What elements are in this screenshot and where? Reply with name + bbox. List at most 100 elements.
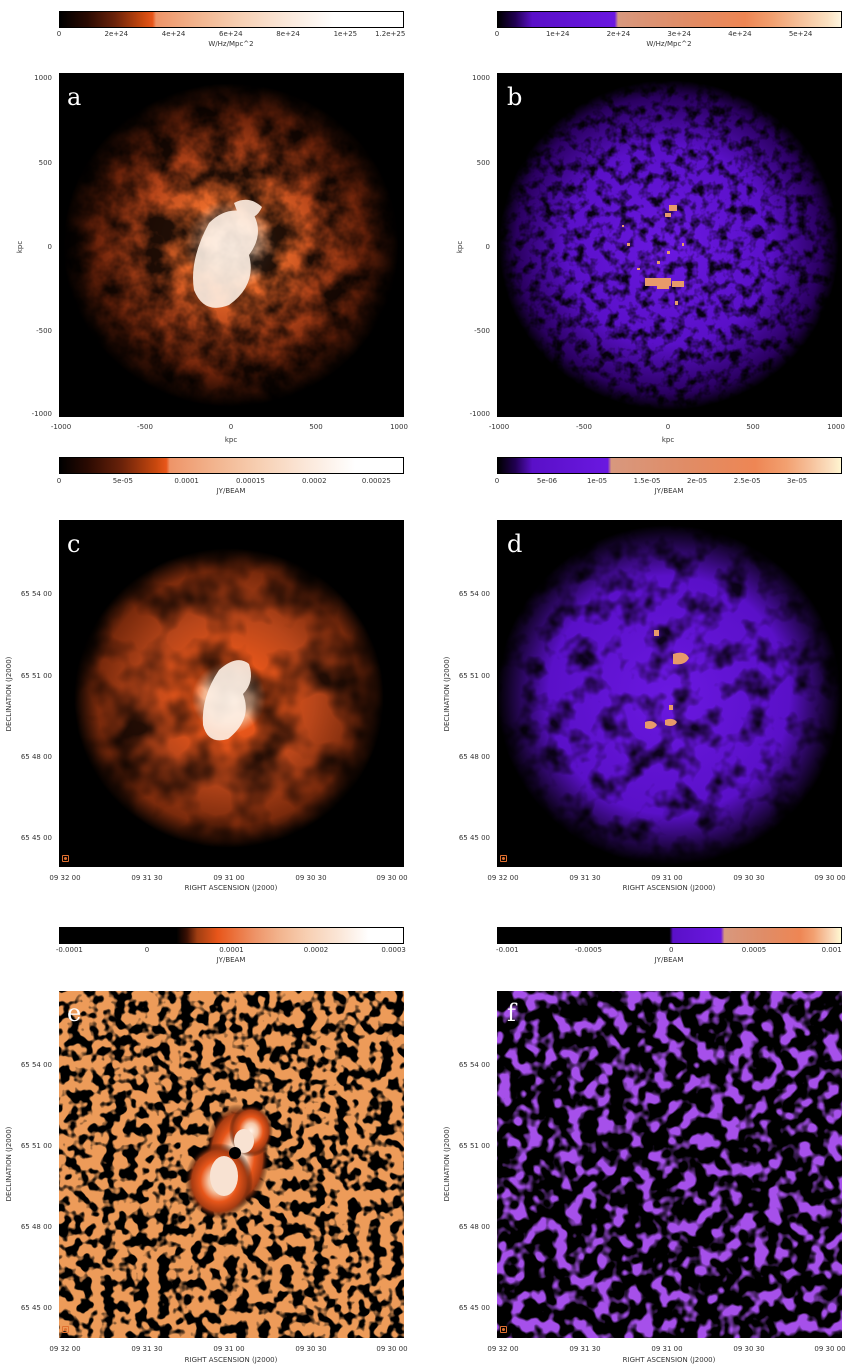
x-tick: 0 xyxy=(228,423,234,431)
x-tick: 09 30 00 xyxy=(814,1345,846,1353)
tick-label: 0 xyxy=(494,477,500,485)
panel-b: b xyxy=(497,73,842,417)
x-tick: -1000 xyxy=(50,423,72,431)
tick-label: 2.5e-05 xyxy=(733,477,761,485)
y-tick: 500 xyxy=(38,159,52,167)
x-tick: 500 xyxy=(309,423,323,431)
y-tick: 1000 xyxy=(34,74,52,82)
y-axis-label: DECLINATION (J2000) xyxy=(5,1126,13,1202)
y-tick: 65 48 00 xyxy=(458,1223,490,1231)
x-tick: 09 31 30 xyxy=(569,1345,601,1353)
x-tick: 500 xyxy=(746,423,760,431)
beam-marker xyxy=(62,1326,69,1333)
panel-d: d xyxy=(497,520,842,867)
panel-e: e xyxy=(59,991,404,1338)
y-tick: 65 51 00 xyxy=(458,1142,490,1150)
colorbar-b-unit: W/Hz/Mpc^2 xyxy=(646,40,692,48)
y-axis-label: kpc xyxy=(456,240,464,254)
x-tick: 09 31 00 xyxy=(213,1345,245,1353)
x-tick: 1000 xyxy=(390,423,408,431)
beam-marker xyxy=(62,855,69,862)
colorbar-c xyxy=(59,457,404,474)
x-tick: 09 32 00 xyxy=(487,1345,519,1353)
colorbar-d-unit: JY/BEAM xyxy=(654,487,684,495)
y-tick: -500 xyxy=(36,327,52,335)
beam-marker xyxy=(500,1326,507,1333)
y-tick: 0 xyxy=(485,243,490,251)
tick-label: 0 xyxy=(494,30,500,38)
panel-b-image xyxy=(497,73,842,417)
colorbar-c-unit: JY/BEAM xyxy=(216,487,246,495)
panel-letter: e xyxy=(67,999,82,1027)
tick-label: 0 xyxy=(56,477,62,485)
tick-label: -0.0005 xyxy=(574,946,602,954)
y-tick: 65 51 00 xyxy=(20,672,52,680)
colorbar-a-unit: W/Hz/Mpc^2 xyxy=(208,40,254,48)
tick-label: -0.0001 xyxy=(55,946,83,954)
x-tick: 09 30 30 xyxy=(733,1345,765,1353)
x-tick: 09 31 30 xyxy=(569,874,601,882)
beam-marker xyxy=(500,855,507,862)
y-tick: 65 51 00 xyxy=(458,672,490,680)
y-tick: 65 54 00 xyxy=(20,590,52,598)
y-axis-label: DECLINATION (J2000) xyxy=(443,656,451,732)
x-tick: 09 32 00 xyxy=(49,874,81,882)
y-tick: 65 54 00 xyxy=(458,590,490,598)
tick-label: 5e+24 xyxy=(788,30,813,38)
panel-f: f xyxy=(497,991,842,1338)
tick-label: 0.00025 xyxy=(361,477,391,485)
panel-letter: b xyxy=(507,83,523,111)
tick-label: 0 xyxy=(144,946,150,954)
y-tick: 65 54 00 xyxy=(20,1061,52,1069)
panel-a: a xyxy=(59,73,404,417)
colorbar-f-ticks: -0.001 -0.0005 0 0.0005 0.001 xyxy=(496,946,842,960)
y-tick: 65 45 00 xyxy=(458,834,490,842)
panel-f-image xyxy=(497,991,842,1338)
x-tick: 0 xyxy=(665,423,671,431)
tick-label: 0.00015 xyxy=(235,477,265,485)
tick-label: 0.0001 xyxy=(174,477,199,485)
colorbar-e-unit: JY/BEAM xyxy=(216,956,246,964)
x-tick: 09 32 00 xyxy=(49,1345,81,1353)
colorbar-a xyxy=(59,11,404,28)
y-tick: 500 xyxy=(476,159,490,167)
y-tick: 65 48 00 xyxy=(458,753,490,761)
colorbar-f xyxy=(497,927,842,944)
tick-label: 8e+24 xyxy=(276,30,300,38)
colorbar-e xyxy=(59,927,404,944)
panel-letter: c xyxy=(67,530,81,558)
tick-label: 5e-05 xyxy=(112,477,133,485)
tick-label: 1e+24 xyxy=(545,30,570,38)
tick-label: 4e+24 xyxy=(728,30,752,38)
x-tick: -500 xyxy=(137,423,153,431)
tick-label: 0.001 xyxy=(821,946,842,954)
tick-label: 2e-05 xyxy=(686,477,708,485)
x-axis-label: kpc xyxy=(224,436,238,444)
tick-label: 0.0001 xyxy=(219,946,244,954)
tick-label: 1.5e-05 xyxy=(633,477,661,485)
y-tick: 65 54 00 xyxy=(458,1061,490,1069)
y-tick: 65 45 00 xyxy=(458,1304,490,1312)
panel-c-image xyxy=(59,520,404,867)
colorbar-c-ticks: 0 5e-05 0.0001 0.00015 0.0002 0.00025 xyxy=(56,477,404,491)
panel-letter: d xyxy=(507,530,523,558)
tick-label: 1e-05 xyxy=(586,477,608,485)
panel-letter: a xyxy=(67,83,82,111)
panel-e-image xyxy=(59,991,404,1338)
x-axis-label: RIGHT ASCENSION (J2000) xyxy=(184,1356,278,1364)
y-tick: -1000 xyxy=(31,410,52,418)
y-tick: 65 45 00 xyxy=(20,834,52,842)
x-tick: 09 32 00 xyxy=(487,874,519,882)
tick-label: 0 xyxy=(56,30,62,38)
colorbar-e-ticks: -0.0001 0 0.0001 0.0002 0.0003 xyxy=(55,946,406,960)
tick-label: 0.0002 xyxy=(303,946,329,954)
x-tick: 09 30 00 xyxy=(814,874,846,882)
y-tick: 1000 xyxy=(472,74,490,82)
tick-label: 1e+25 xyxy=(333,30,358,38)
y-tick: 0 xyxy=(47,243,52,251)
x-tick: -1000 xyxy=(488,423,510,431)
x-tick: 09 30 30 xyxy=(295,1345,327,1353)
y-tick: 65 51 00 xyxy=(20,1142,52,1150)
x-axis-label: RIGHT ASCENSION (J2000) xyxy=(622,884,716,892)
y-tick: -1000 xyxy=(469,410,490,418)
